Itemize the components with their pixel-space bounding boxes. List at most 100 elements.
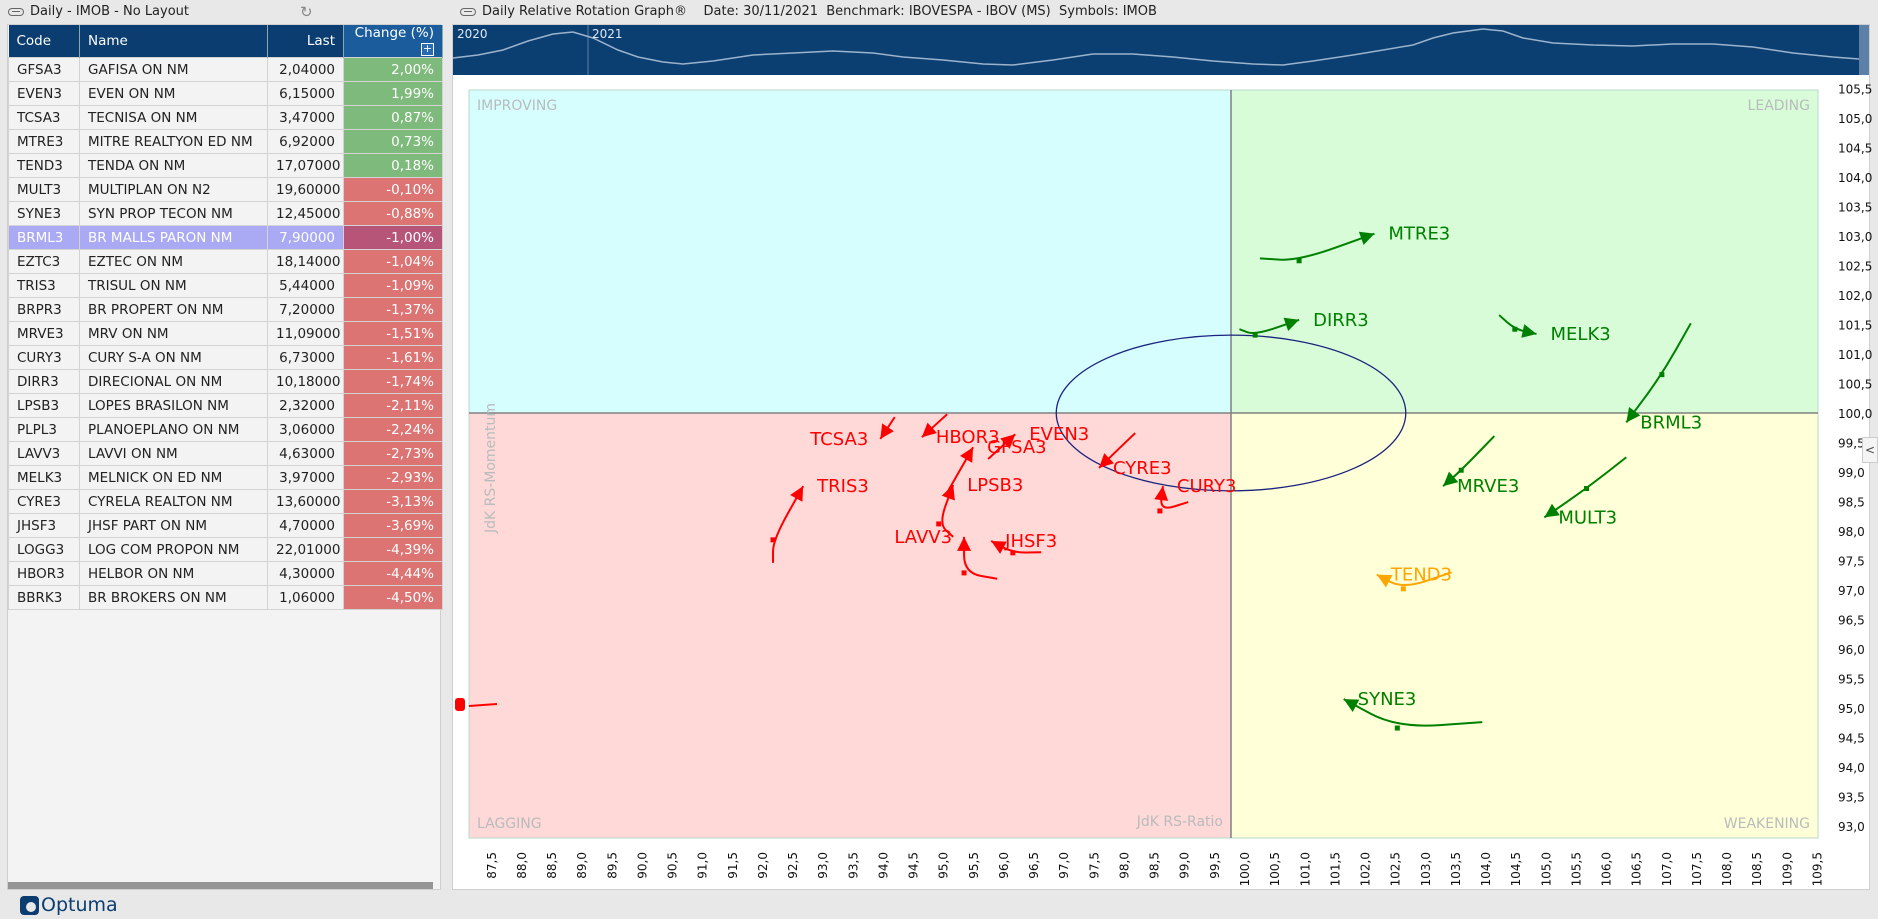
cell-change: 0,87% [343, 105, 443, 130]
quadrant-weakening [1231, 413, 1818, 838]
quadrant-leading [1231, 90, 1818, 413]
y-tick-label: 100,0 [1838, 407, 1872, 421]
x-tick-label: 95,0 [937, 852, 951, 879]
arrow-head-icon [880, 423, 894, 439]
series-label: TRIS3 [816, 476, 869, 497]
table-row[interactable]: LOGG3 LOG COM PROPON NM 22,01000 -4,39% [8, 537, 443, 562]
arrow-head-icon [1343, 699, 1360, 712]
horizontal-scrollbar[interactable] [8, 882, 433, 889]
cell-name: LOG COM PROPON NM [79, 537, 268, 562]
table-row[interactable]: BBRK3 BR BROKERS ON NM 1,06000 -4,50% [8, 585, 443, 610]
series-dirr3: DIRR3 [1239, 310, 1369, 338]
series-label: BRML3 [1640, 412, 1702, 433]
arrow-head-icon [1099, 453, 1114, 468]
add-column-icon[interactable]: + [421, 41, 434, 56]
table-row[interactable]: PLPL3 PLANOEPLANO ON NM 3,06000 -2,24% [8, 417, 443, 442]
table-row[interactable]: TCSA3 TECNISA ON NM 3,47000 0,87% [8, 105, 443, 130]
table-row[interactable]: EZTC3 EZTEC ON NM 18,14000 -1,04% [8, 249, 443, 274]
collapse-panel-button[interactable]: < [1862, 437, 1878, 463]
table-row[interactable]: CYRE3 CYRELA REALTON NM 13,60000 -3,13% [8, 489, 443, 514]
table-row[interactable]: TEND3 TENDA ON NM 17,07000 0,18% [8, 153, 443, 178]
cell-last: 1,06000 [267, 585, 344, 610]
table-row[interactable]: BRML3 BR MALLS PARON NM 7,90000 -1,00% [8, 225, 443, 250]
cell-change: -2,73% [343, 441, 443, 466]
x-tick-label: 89,5 [605, 852, 619, 879]
cell-name: BR MALLS PARON NM [79, 225, 268, 250]
x-tick-label: 105,5 [1569, 852, 1583, 886]
y-tick-label: 103,0 [1838, 230, 1872, 244]
cell-change: -3,13% [343, 489, 443, 514]
tail-line [1343, 698, 1483, 727]
column-header-name[interactable]: Name [79, 25, 268, 58]
series-label: GFSA3 [987, 437, 1047, 458]
cell-name: PLANOEPLANO ON NM [79, 417, 268, 442]
y-tick-label: 105,0 [1838, 112, 1872, 126]
x-tick-label: 109,0 [1780, 852, 1794, 886]
tail-line [1259, 232, 1375, 261]
cell-last: 5,44000 [267, 273, 344, 298]
arrow-head-icon [1626, 407, 1641, 423]
arrow-head-icon [1376, 574, 1393, 588]
tail-point [1400, 586, 1406, 592]
series-label: EVEN3 [1029, 424, 1089, 445]
table-row[interactable]: EVEN3 EVEN ON NM 6,15000 1,99% [8, 81, 443, 106]
y-tick-label: 94,0 [1838, 761, 1865, 775]
quadrant-label-bottom_right: WEAKENING [1724, 816, 1810, 832]
table-row[interactable]: TRIS3 TRISUL ON NM 5,44000 -1,09% [8, 273, 443, 298]
table-row[interactable]: LPSB3 LOPES BRASILON NM 2,32000 -2,11% [8, 393, 443, 418]
column-header-last[interactable]: Last [267, 25, 344, 58]
y-tick-label: 105,5 [1838, 83, 1872, 97]
y-tick-label: 99,5 [1838, 437, 1865, 451]
series-lpsb3: LPSB3 [936, 475, 1023, 538]
tail-point [1659, 372, 1665, 378]
table-row[interactable]: MRVE3 MRV ON NM 11,09000 -1,51% [8, 321, 443, 346]
tail-line [921, 413, 948, 438]
series-melk3: MELK3 [1498, 314, 1611, 345]
link-icon[interactable] [460, 8, 476, 16]
x-tick-label: 97,0 [1057, 852, 1071, 879]
y-tick-label: 104,0 [1838, 171, 1872, 185]
timeline-slider[interactable]: 2020 2021 [453, 25, 1869, 75]
table-row[interactable]: CURY3 CURY S-A ON NM 6,73000 -1,61% [8, 345, 443, 370]
x-tick-label: 98,5 [1148, 852, 1162, 879]
arrow-head-icon [941, 484, 955, 501]
table-row[interactable]: DIRR3 DIRECIONAL ON NM 10,18000 -1,74% [8, 369, 443, 394]
series-label: MULT3 [1558, 507, 1617, 528]
series-tend3: TEND3 [1376, 565, 1452, 592]
cell-code: CURY3 [8, 345, 80, 370]
y-tick-label: 101,0 [1838, 348, 1872, 362]
arrow-head-icon [960, 447, 974, 463]
series-hbor3: HBOR3 [921, 413, 1000, 448]
tail-point [1394, 725, 1400, 731]
x-tick-label: 96,0 [997, 852, 1011, 879]
left-panel-title: Daily - IMOB - No Layout [8, 2, 189, 22]
column-header-change[interactable]: Change (%)+ [343, 25, 443, 58]
cell-last: 2,04000 [267, 57, 344, 82]
table-row[interactable]: MELK3 MELNICK ON ED NM 3,97000 -2,93% [8, 465, 443, 490]
cell-code: MULT3 [8, 177, 80, 202]
cell-change: -4,50% [343, 585, 443, 610]
link-icon[interactable] [8, 8, 24, 16]
arrow-head-icon [1283, 317, 1300, 331]
table-row[interactable]: LAVV3 LAVVI ON NM 4,63000 -2,73% [8, 441, 443, 466]
x-tick-label: 92,0 [756, 852, 770, 879]
cell-change: -1,09% [343, 273, 443, 298]
cell-change: -2,24% [343, 417, 443, 442]
series-label: DIRR3 [1313, 310, 1369, 331]
timeline-handle[interactable] [1859, 25, 1869, 75]
x-tick-label: 97,5 [1087, 852, 1101, 879]
logo-icon [20, 895, 39, 915]
tail-line [1543, 456, 1627, 519]
cell-change: -1,74% [343, 369, 443, 394]
offscreen-marker [455, 698, 465, 711]
table-row[interactable]: HBOR3 HELBOR ON NM 4,30000 -4,44% [8, 561, 443, 586]
cell-code: DIRR3 [8, 369, 80, 394]
x-tick-label: 94,5 [907, 852, 921, 879]
refresh-icon[interactable]: ↻ [300, 3, 313, 21]
table-row[interactable]: GFSA3 GAFISA ON NM 2,04000 2,00% [8, 57, 443, 82]
cell-last: 12,45000 [267, 201, 344, 226]
arrow-head-icon [991, 541, 1007, 554]
column-header-code[interactable]: Code [8, 25, 80, 58]
x-tick-label: 106,0 [1600, 852, 1614, 886]
series-label: CURY3 [1177, 476, 1237, 497]
